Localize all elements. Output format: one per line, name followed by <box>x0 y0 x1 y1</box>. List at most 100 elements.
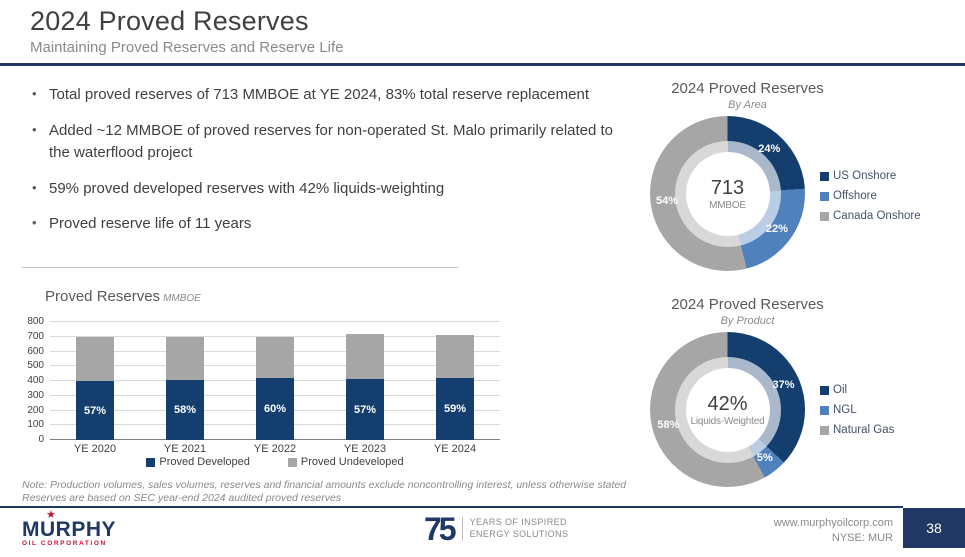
section-divider <box>22 267 458 268</box>
bar-chart-title-text: Proved Reserves <box>45 288 161 305</box>
bullet-item: • Proved reserve life of 11 years <box>30 213 615 236</box>
legend-swatch-icon <box>820 171 829 181</box>
gridline <box>50 321 500 322</box>
bar-segment-developed: 60% <box>256 378 294 440</box>
donut-area-center: 713 MMBOE <box>685 151 770 236</box>
bar-segment-undeveloped <box>346 333 384 380</box>
bar-percent-label: 60% <box>263 403 287 416</box>
legend-label: US Onshore <box>833 170 897 182</box>
donut-product-center-label: Liquids-Weighted <box>690 415 765 427</box>
x-tick-label: YE 2022 <box>253 443 297 455</box>
anniversary-logo-text: YEARS OF INSPIRED ENERGY SOLUTIONS <box>461 517 569 541</box>
donut-product-subtitle: By Product <box>720 315 775 327</box>
bullet-dot: • <box>32 215 37 230</box>
footnote-line: Reserves are based on SEC year-end 2024 … <box>22 492 342 505</box>
anniversary-line2: ENERGY SOLUTIONS <box>469 529 569 539</box>
slice-percent-label: 37% <box>772 379 795 392</box>
legend-swatch-icon <box>287 457 297 467</box>
bullet-item: • 59% proved developed reserves with 42% … <box>30 178 615 201</box>
page-title: 2024 Proved Reserves <box>30 6 309 36</box>
bar-segment-undeveloped <box>256 337 294 379</box>
murphy-logo: ★ MURPHY OIL CORPORATION <box>22 509 132 548</box>
bullet-text: Total proved reserves of 713 MMBOE at YE… <box>49 86 589 103</box>
legend-label: Oil <box>833 384 848 396</box>
bar-percent-label: 59% <box>443 402 467 415</box>
bar-percent-label: 58% <box>173 404 197 417</box>
footnote-line: Note: Production volumes, sales volumes,… <box>22 479 627 491</box>
bullet-dot: • <box>32 121 37 137</box>
legend-label: NGL <box>833 404 857 416</box>
bar-chart-title: Proved Reserves MMBOE <box>45 288 201 305</box>
legend-swatch-icon <box>820 425 829 435</box>
legend-label: Canada Onshore <box>833 210 921 222</box>
x-tick-label: YE 2024 <box>433 443 477 455</box>
y-tick-label: 200 <box>27 404 44 416</box>
y-tick-label: 0 <box>38 434 44 445</box>
bar-chart-x-axis: YE 2020 YE 2021 YE 2022 YE 2023 YE 2024 <box>50 443 500 455</box>
donut-area-chart: 713 MMBOE 24% 22% 54% <box>650 116 805 271</box>
page-number-badge: 38 <box>903 508 965 548</box>
legend-swatch-icon <box>820 385 829 395</box>
legend-swatch-icon <box>820 191 829 201</box>
gridline <box>50 335 500 337</box>
y-tick-label: 100 <box>27 419 44 431</box>
bar-chart-plot: 57% 58% 60% 57% 59% <box>50 321 500 440</box>
bar-chart-unit-label: MMBOE <box>163 293 201 304</box>
legend-item: Oil <box>820 384 894 396</box>
bar-segment-undeveloped <box>76 337 114 382</box>
slice-percent-label: 22% <box>765 223 788 236</box>
legend-item: Canada Onshore <box>820 210 921 222</box>
legend-item: NGL <box>820 404 894 416</box>
slice-percent-label: 5% <box>756 451 773 464</box>
legend-item: Proved Developed <box>146 456 250 468</box>
page-subtitle: Maintaining Proved Reserves and Reserve … <box>30 39 344 56</box>
anniversary-logo: 75 YEARS OF INSPIRED ENERGY SOLUTIONS <box>424 513 569 545</box>
donut-charts-column: 2024 Proved Reserves By Area 713 MMBOE 2… <box>620 78 965 510</box>
donut-product-center-value: 42% <box>707 392 748 415</box>
y-tick-label: 700 <box>27 330 44 342</box>
y-tick-label: 800 <box>27 316 44 327</box>
bar-segment-undeveloped <box>166 336 204 381</box>
bar-segment-developed: 57% <box>346 379 384 440</box>
legend-label: Proved Developed <box>159 456 250 468</box>
y-tick-label: 500 <box>27 360 44 372</box>
legend-swatch-icon <box>820 405 829 415</box>
donut-area-title: 2024 Proved Reserves <box>671 80 824 97</box>
bullet-text: Added ~12 MMBOE of proved reserves for n… <box>49 121 614 162</box>
bar-segment-developed: 58% <box>166 380 204 440</box>
bar-segment-undeveloped <box>436 334 474 378</box>
slice-percent-label: 54% <box>655 195 678 208</box>
donut-product-center: 42% Liquids-Weighted <box>685 367 770 452</box>
bar-percent-label: 57% <box>353 403 377 416</box>
stacked-bar: 60% <box>256 337 294 440</box>
donut-area-legend: US Onshore Offshore Canada Onshore <box>820 170 921 230</box>
bar-segment-developed: 57% <box>76 381 114 440</box>
bullet-list: • Total proved reserves of 713 MMBOE at Y… <box>30 84 615 249</box>
x-tick-label: YE 2023 <box>343 443 387 455</box>
star-icon: ★ <box>46 509 56 521</box>
bar-segment-developed: 59% <box>436 377 474 440</box>
x-tick-label: YE 2021 <box>163 443 207 455</box>
legend-item: Proved Undeveloped <box>287 456 404 468</box>
website-text: www.murphyoilcorp.com <box>773 517 893 529</box>
bar-chart-legend: Proved Developed Proved Undeveloped <box>50 456 500 468</box>
donut-product-legend: Oil NGL Natural Gas <box>820 384 894 444</box>
ticker-text: NYSE: MUR <box>831 532 893 545</box>
bar-percent-label: 57% <box>83 404 107 417</box>
footnote: Note: Production volumes, sales volumes,… <box>22 479 626 505</box>
legend-item: Natural Gas <box>820 424 894 436</box>
footer-links: www.murphyoilcorp.com NYSE: MUR <box>774 516 893 547</box>
bullet-dot: • <box>32 86 37 101</box>
murphy-logo-wordmark: MURPHY <box>22 518 117 541</box>
y-tick-label: 400 <box>27 375 44 386</box>
footer-rule <box>0 506 903 508</box>
legend-label: Proved Undeveloped <box>300 456 404 468</box>
header-rule <box>0 63 965 66</box>
y-tick-label: 600 <box>27 345 44 357</box>
stacked-bar: 57% <box>76 337 114 440</box>
bullet-item: • Total proved reserves of 713 MMBOE at Y… <box>30 84 615 107</box>
legend-swatch-icon <box>146 457 156 467</box>
stacked-bar: 59% <box>436 334 474 440</box>
donut-area-subtitle: By Area <box>728 99 767 111</box>
